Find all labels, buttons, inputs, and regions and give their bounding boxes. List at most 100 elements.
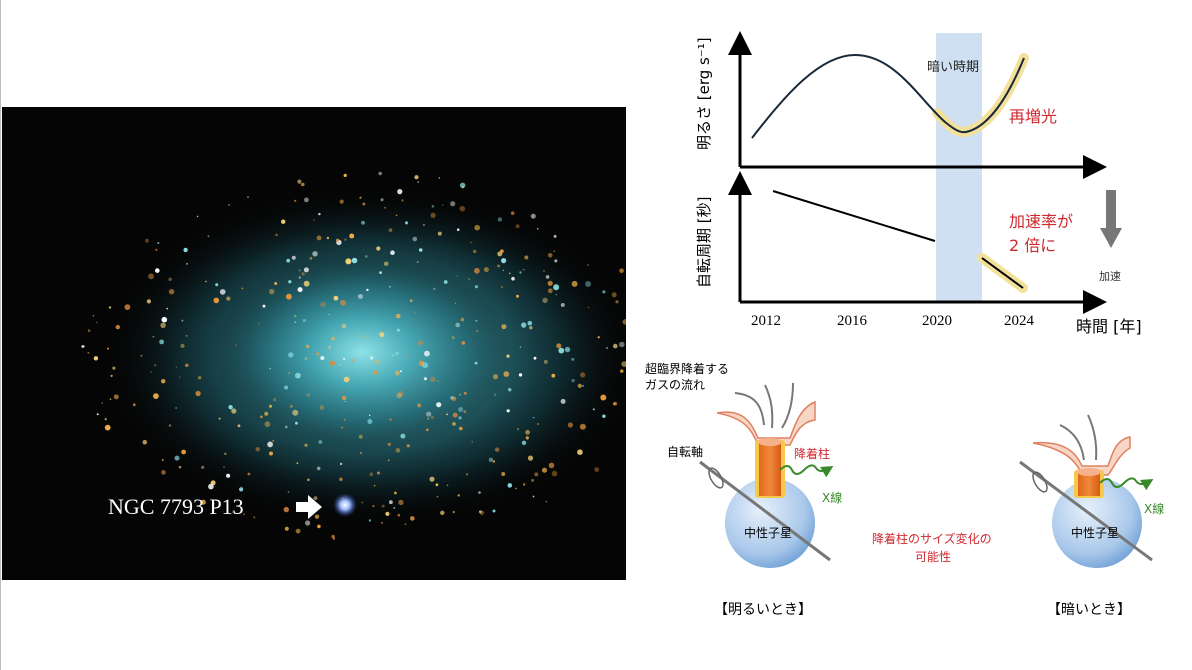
galaxy-star <box>367 419 373 424</box>
galaxy-star <box>436 380 439 383</box>
galaxy-star <box>232 510 235 514</box>
galaxy-star <box>430 416 434 419</box>
galaxy-star <box>320 301 326 308</box>
galaxy-star <box>478 491 481 494</box>
galaxy-star <box>175 366 177 368</box>
galaxy-star <box>340 299 346 306</box>
galaxy-star <box>218 417 221 420</box>
galaxy-star <box>388 228 393 232</box>
galaxy-star <box>294 199 297 202</box>
galaxy-star <box>343 173 347 178</box>
galaxy-star <box>406 444 410 448</box>
galaxy-star <box>516 294 519 298</box>
galaxy-star <box>316 466 321 471</box>
xray-label-bright: X線 <box>822 491 843 505</box>
galaxy-star <box>422 362 429 369</box>
galaxy-star <box>401 199 404 202</box>
galaxy-star <box>585 281 592 287</box>
galaxy-star <box>389 418 392 421</box>
galaxy-star <box>465 473 469 476</box>
galaxy-star <box>87 351 90 354</box>
galaxy-star <box>433 287 436 290</box>
galaxy-star <box>458 407 464 412</box>
galaxy-star <box>501 258 507 264</box>
galaxy-star <box>343 376 350 383</box>
galaxy-star <box>523 269 525 271</box>
galaxy-star <box>110 374 113 377</box>
galaxy-star <box>398 391 404 397</box>
galaxy-star <box>281 219 286 224</box>
galaxy-star <box>417 340 423 346</box>
galaxy-star <box>527 455 534 461</box>
x-axis-label: 時間 [年] <box>1076 317 1142 336</box>
galaxy-star <box>174 455 180 461</box>
galaxy-star <box>587 264 589 266</box>
galaxy-star <box>531 479 534 482</box>
galaxy-star <box>295 528 301 534</box>
galaxy-star <box>104 418 107 421</box>
galaxy-star <box>330 336 336 341</box>
galaxy-star <box>314 514 320 519</box>
bottom-y-axis-label: 自転周期 [秒] <box>695 196 713 288</box>
galaxy-star <box>213 503 215 505</box>
galaxy-star <box>404 523 407 526</box>
galaxy-star <box>361 220 365 225</box>
galaxy-star <box>426 411 432 417</box>
galaxy-star <box>560 398 566 404</box>
galaxy-star <box>463 410 467 414</box>
galaxy-star <box>515 224 520 229</box>
galaxy-star <box>542 297 548 304</box>
galaxy-star <box>555 294 557 296</box>
galaxy-star <box>96 413 99 416</box>
galaxy-star <box>587 306 590 309</box>
galaxy-star <box>343 358 346 360</box>
galaxy-star <box>304 197 309 203</box>
galaxy-star <box>397 513 401 517</box>
galaxy-star <box>524 255 529 260</box>
galaxy-star <box>358 434 363 439</box>
galaxy-star <box>284 385 289 390</box>
galaxy-star <box>269 368 271 370</box>
galaxy-star <box>426 428 429 432</box>
galaxy-star <box>446 484 449 487</box>
galaxy-star <box>398 499 404 506</box>
galaxy-star <box>303 280 310 287</box>
galaxy-star <box>396 328 400 332</box>
galaxy-star <box>374 359 379 364</box>
galaxy-star <box>494 447 500 452</box>
galaxy-star <box>273 398 277 402</box>
galaxy-star <box>226 473 231 478</box>
galaxy-star <box>518 373 523 377</box>
galaxy-star <box>416 261 419 263</box>
galaxy-star <box>571 378 575 383</box>
galaxy-star <box>284 526 289 531</box>
galaxy-star <box>376 246 381 251</box>
galaxy-star <box>606 347 608 349</box>
galaxy-star <box>553 284 560 291</box>
galaxy-star <box>400 370 402 373</box>
galaxy-star <box>154 364 157 367</box>
galaxy-star <box>241 287 244 289</box>
galaxy-star <box>395 313 401 319</box>
galaxy-star <box>344 400 347 403</box>
galaxy-star <box>155 248 158 251</box>
galaxy-star <box>331 534 335 539</box>
galaxy-star <box>543 359 548 364</box>
galaxy-star <box>332 537 335 540</box>
galaxy-star <box>554 259 558 263</box>
galaxy-star <box>621 361 626 367</box>
galaxy-star <box>414 311 416 313</box>
galaxy-star <box>507 483 513 488</box>
galaxy-star <box>168 424 172 427</box>
galaxy-star <box>506 409 510 413</box>
galaxy-star <box>460 317 465 322</box>
right-arrow-icon <box>296 495 322 519</box>
galaxy-star <box>545 275 550 279</box>
galaxy-star <box>333 295 339 301</box>
galaxy-star <box>545 500 548 503</box>
galaxy-star <box>341 395 347 401</box>
galaxy-star <box>390 250 395 255</box>
galaxy-star <box>473 249 477 254</box>
galaxy-star <box>262 304 266 308</box>
